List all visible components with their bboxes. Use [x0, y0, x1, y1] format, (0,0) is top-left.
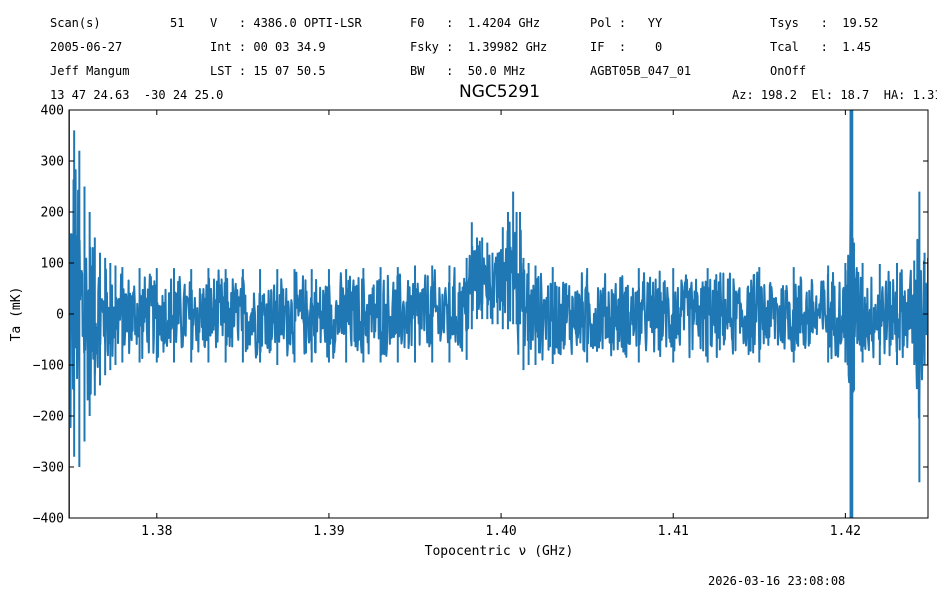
header-col2-line-0: V : 4386.0 OPTI-LSR	[210, 16, 362, 30]
header-col4-line-0: Pol : YY	[590, 16, 663, 30]
header-col3-line-0: F0 : 1.4204 GHz	[410, 16, 541, 30]
header-col3-line-1: Fsky : 1.39982 GHz	[410, 40, 548, 54]
x-tick-label: 1.42	[830, 524, 861, 539]
plot-frame	[68, 109, 929, 519]
x-tick-label: 1.40	[485, 524, 516, 539]
y-tick-label: 200	[41, 206, 64, 221]
header-col5-line-0: Tsys : 19.52	[770, 16, 879, 30]
header-col4-line-2: AGBT05B_047_01	[590, 64, 692, 78]
az-el-ha: Az: 198.2 El: 18.7 HA: 1.31	[732, 88, 937, 102]
y-tick-label: 300	[41, 155, 64, 170]
header-col1-line-2: Jeff Mangum	[50, 64, 130, 78]
y-tick-label: −200	[33, 410, 64, 425]
header-col5-line-2: OnOff	[770, 64, 807, 78]
y-tick-label: −300	[33, 461, 64, 476]
x-axis-label: Topocentric ν (GHz)	[425, 544, 574, 559]
y-tick-label: −100	[33, 359, 64, 374]
y-tick-label: 0	[56, 308, 64, 323]
x-tick-label: 1.41	[658, 524, 689, 539]
header-col1-line-0: Scan(s)	[50, 16, 101, 30]
x-tick-label: 1.39	[313, 524, 344, 539]
y-tick-label: 400	[41, 104, 64, 119]
y-tick-label: 100	[41, 257, 64, 272]
scan-count: 51	[170, 16, 185, 30]
header-col1-line-1: 2005-06-27	[50, 40, 123, 54]
header-col5-line-1: Tcal : 1.45	[770, 40, 872, 54]
source-coordinates: 13 47 24.63 -30 24 25.0	[50, 88, 224, 102]
header-col2-line-1: Int : 00 03 34.9	[210, 40, 326, 54]
header-col2-line-2: LST : 15 07 50.5	[210, 64, 326, 78]
y-tick-label: −400	[33, 512, 64, 527]
chart-title: NGC5291	[459, 82, 541, 102]
y-axis-label: Ta (mK)	[9, 287, 24, 342]
footer-timestamp: 2026-03-16 23:08:08	[708, 574, 846, 588]
x-tick-label: 1.38	[141, 524, 172, 539]
header-col4-line-1: IF : 0	[590, 40, 663, 54]
spectrum-series-0	[69, 110, 928, 518]
header-col3-line-2: BW : 50.0 MHz	[410, 64, 526, 78]
